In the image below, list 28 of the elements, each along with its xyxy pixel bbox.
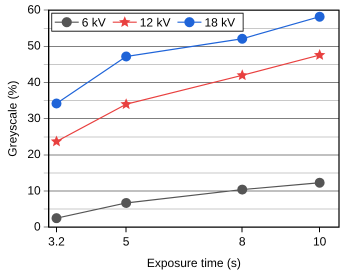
y-axis-title: Greyscale (%) — [6, 80, 20, 157]
legend-label: 12 kV — [140, 16, 170, 30]
point — [121, 198, 132, 208]
point — [237, 184, 248, 195]
legend-label: 18 kV — [204, 16, 236, 30]
x-tick-label: 8 — [238, 234, 246, 249]
x-tick-label: 5 — [122, 234, 130, 249]
x-tick-label: 3.2 — [48, 234, 66, 249]
point — [236, 69, 248, 80]
y-tick-label: 40 — [27, 74, 42, 89]
point — [51, 213, 62, 224]
point — [121, 51, 132, 62]
y-tick-label: 50 — [27, 38, 42, 53]
x-axis-title: Exposure time (s) — [146, 256, 241, 270]
y-tick-label: 60 — [27, 2, 42, 17]
point — [237, 34, 248, 44]
point — [314, 178, 325, 188]
y-tick-label: 20 — [27, 147, 42, 162]
point — [314, 49, 326, 60]
point — [51, 98, 62, 109]
y-tick-label: 0 — [34, 220, 42, 234]
point — [314, 12, 325, 22]
y-tick-label: 30 — [27, 111, 42, 126]
legend-label: 6 kV — [82, 16, 106, 30]
y-tick-label: 10 — [27, 183, 42, 198]
point — [50, 135, 62, 146]
x-tick-label: 10 — [312, 234, 327, 249]
point — [120, 98, 132, 110]
